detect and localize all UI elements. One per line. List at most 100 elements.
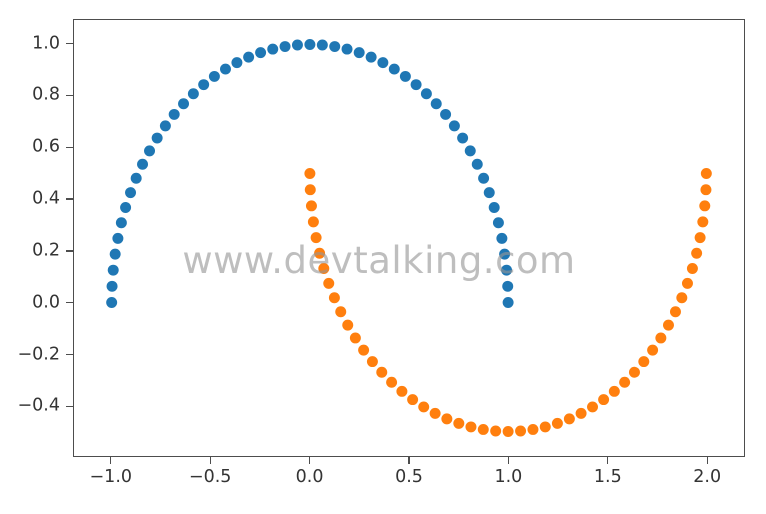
scatter-point [501, 264, 513, 276]
x-tick-mark [308, 457, 311, 464]
scatter-point [563, 413, 575, 425]
x-tick-mark [706, 457, 708, 464]
scatter-point [694, 232, 706, 244]
y-tick-label: −0.4 [17, 395, 61, 416]
scatter-point [208, 70, 220, 82]
scatter-point [323, 277, 335, 289]
scatter-point [349, 332, 361, 344]
y-tick-mark [66, 250, 73, 252]
scatter-point [291, 39, 303, 51]
scatter-point [465, 421, 477, 433]
scatter-point [130, 172, 142, 184]
scatter-point [699, 200, 711, 212]
scatter-point [429, 407, 441, 419]
scatter-point [575, 407, 587, 419]
scatter-point [231, 57, 243, 69]
scatter-point [655, 332, 667, 344]
x-tick-mark [607, 457, 609, 464]
scatter-point [220, 63, 231, 75]
scatter-point [187, 88, 199, 100]
scatter-point [399, 70, 411, 82]
scatter-point [502, 297, 514, 308]
scatter-point [159, 120, 171, 132]
scatter-point [388, 63, 400, 75]
x-tick-label: 2.0 [693, 467, 722, 487]
y-tick-mark [66, 94, 73, 97]
scatter-point [496, 232, 508, 244]
x-tick-label: 0.0 [295, 467, 324, 487]
y-tick-label: 0.2 [32, 240, 60, 261]
scatter-point [243, 51, 255, 63]
scatter-point [700, 168, 712, 179]
scatter-point [109, 248, 121, 260]
scatter-point [628, 366, 640, 378]
scatter-point [619, 376, 631, 388]
scatter-point [700, 184, 712, 196]
scatter-point [418, 401, 430, 413]
scatter-point [267, 43, 279, 55]
scatter-point [316, 39, 328, 51]
scatter-point [198, 79, 210, 91]
scatter-point [115, 217, 127, 229]
scatter-point [329, 41, 341, 53]
scatter-point [307, 216, 319, 228]
x-tick-label: 0.5 [395, 467, 423, 487]
scatter-point [681, 277, 693, 289]
scatter-point [107, 264, 119, 276]
series-class-0-upper-moon [106, 39, 514, 308]
scatter-point [453, 417, 465, 429]
scatter-point [318, 262, 330, 274]
x-tick-mark [209, 457, 211, 464]
y-tick-mark [66, 353, 73, 356]
scatter-point [305, 200, 317, 212]
scatter-point [304, 39, 316, 50]
x-tick-mark [110, 457, 112, 464]
scatter-point [697, 216, 709, 228]
scatter-point [440, 108, 452, 120]
scatter-point [255, 47, 267, 59]
scatter-point [420, 88, 432, 100]
scatter-point [430, 98, 442, 110]
scatter-point [676, 292, 688, 304]
y-tick-label: −0.2 [17, 343, 61, 364]
scatter-point [335, 306, 347, 318]
scatter-point [366, 356, 378, 368]
scatter-point [365, 51, 377, 63]
scatter-point [515, 425, 527, 437]
scatter-point [441, 413, 453, 425]
scatter-point [492, 217, 504, 229]
scatter-point [457, 132, 469, 144]
scatter-point [448, 120, 460, 132]
scatter-point [587, 401, 598, 413]
scatter-point [691, 247, 703, 259]
scatter-point [168, 108, 180, 120]
series-class-1-lower-moon [304, 168, 712, 437]
scatter-point [314, 247, 326, 259]
scatter-point [144, 145, 156, 157]
scatter-point [598, 394, 610, 406]
scatter-point [608, 385, 620, 397]
scatter-point [488, 202, 500, 214]
scatter-point [410, 79, 422, 91]
scatter-point [396, 385, 408, 397]
scatter-point [483, 187, 495, 199]
scatter-point [478, 172, 490, 184]
y-tick-label: 0.0 [32, 292, 60, 313]
scatter-point [377, 57, 389, 69]
scatter-point [464, 145, 476, 157]
scatter-point [499, 248, 511, 260]
y-tick-label: 0.4 [32, 188, 60, 209]
y-tick-mark [66, 42, 73, 45]
scatter-point [106, 280, 118, 292]
scatter-point [407, 394, 419, 406]
y-tick-mark [66, 146, 73, 148]
scatter-point [527, 423, 539, 435]
y-tick-mark [66, 302, 73, 304]
scatter-point [353, 47, 365, 59]
scatter-point [539, 421, 551, 433]
scatter-point [647, 344, 659, 356]
scatter-point [106, 297, 118, 308]
scatter-point [328, 292, 340, 304]
y-tick-mark [66, 405, 73, 408]
